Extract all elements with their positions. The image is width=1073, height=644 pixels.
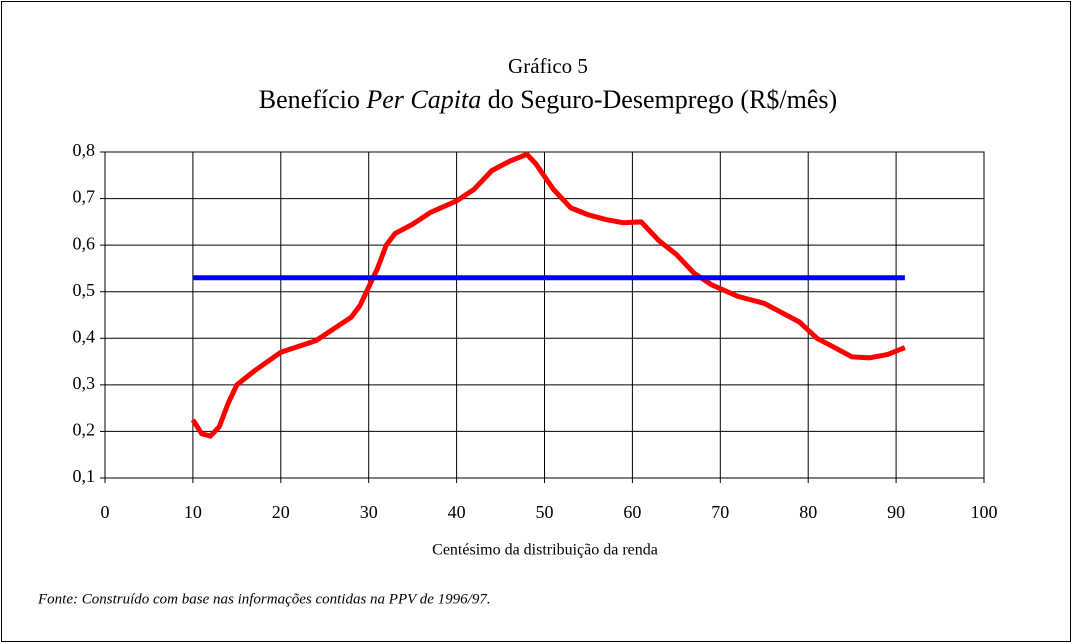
y-tick-label: 0,5 [73,280,96,300]
subtitle-part: do Seguro-Desemprego (R$/mês) [481,85,837,114]
source-note: Fonte: Construído com base nas informaçõ… [37,591,491,607]
x-tick-label: 70 [711,502,729,522]
plot-border [104,151,985,479]
y-tick-label: 0,6 [73,233,96,253]
data-line [190,151,906,439]
y-tick-label: 0,3 [73,373,96,393]
chart-title: Gráfico 5 [508,54,588,78]
x-tick-label: 60 [623,502,641,522]
x-axis-label: Centésimo da distribuição da renda [432,542,658,559]
y-tick-label: 0,7 [73,187,96,207]
x-tick-label: 100 [971,502,998,522]
x-tick-label: 50 [536,502,554,522]
x-tick-label: 90 [887,502,905,522]
x-tick-label: 0 [101,502,110,522]
x-tick-label: 80 [799,502,817,522]
subtitle-part: Benefício [259,85,367,114]
x-tick-label: 30 [360,502,378,522]
y-tick-label: 0,2 [73,420,96,440]
x-tick-label: 10 [184,502,202,522]
y-tick-label: 0,4 [73,326,96,346]
y-tick-label: 0,8 [73,140,96,160]
subtitle-part: Per Capita [365,85,481,114]
y-tick-label: 0,1 [73,466,96,486]
x-tick-label: 20 [272,502,290,522]
chart-subtitle: Benefício Per Capita do Seguro-Desempreg… [259,85,837,114]
x-tick-label: 40 [448,502,466,522]
